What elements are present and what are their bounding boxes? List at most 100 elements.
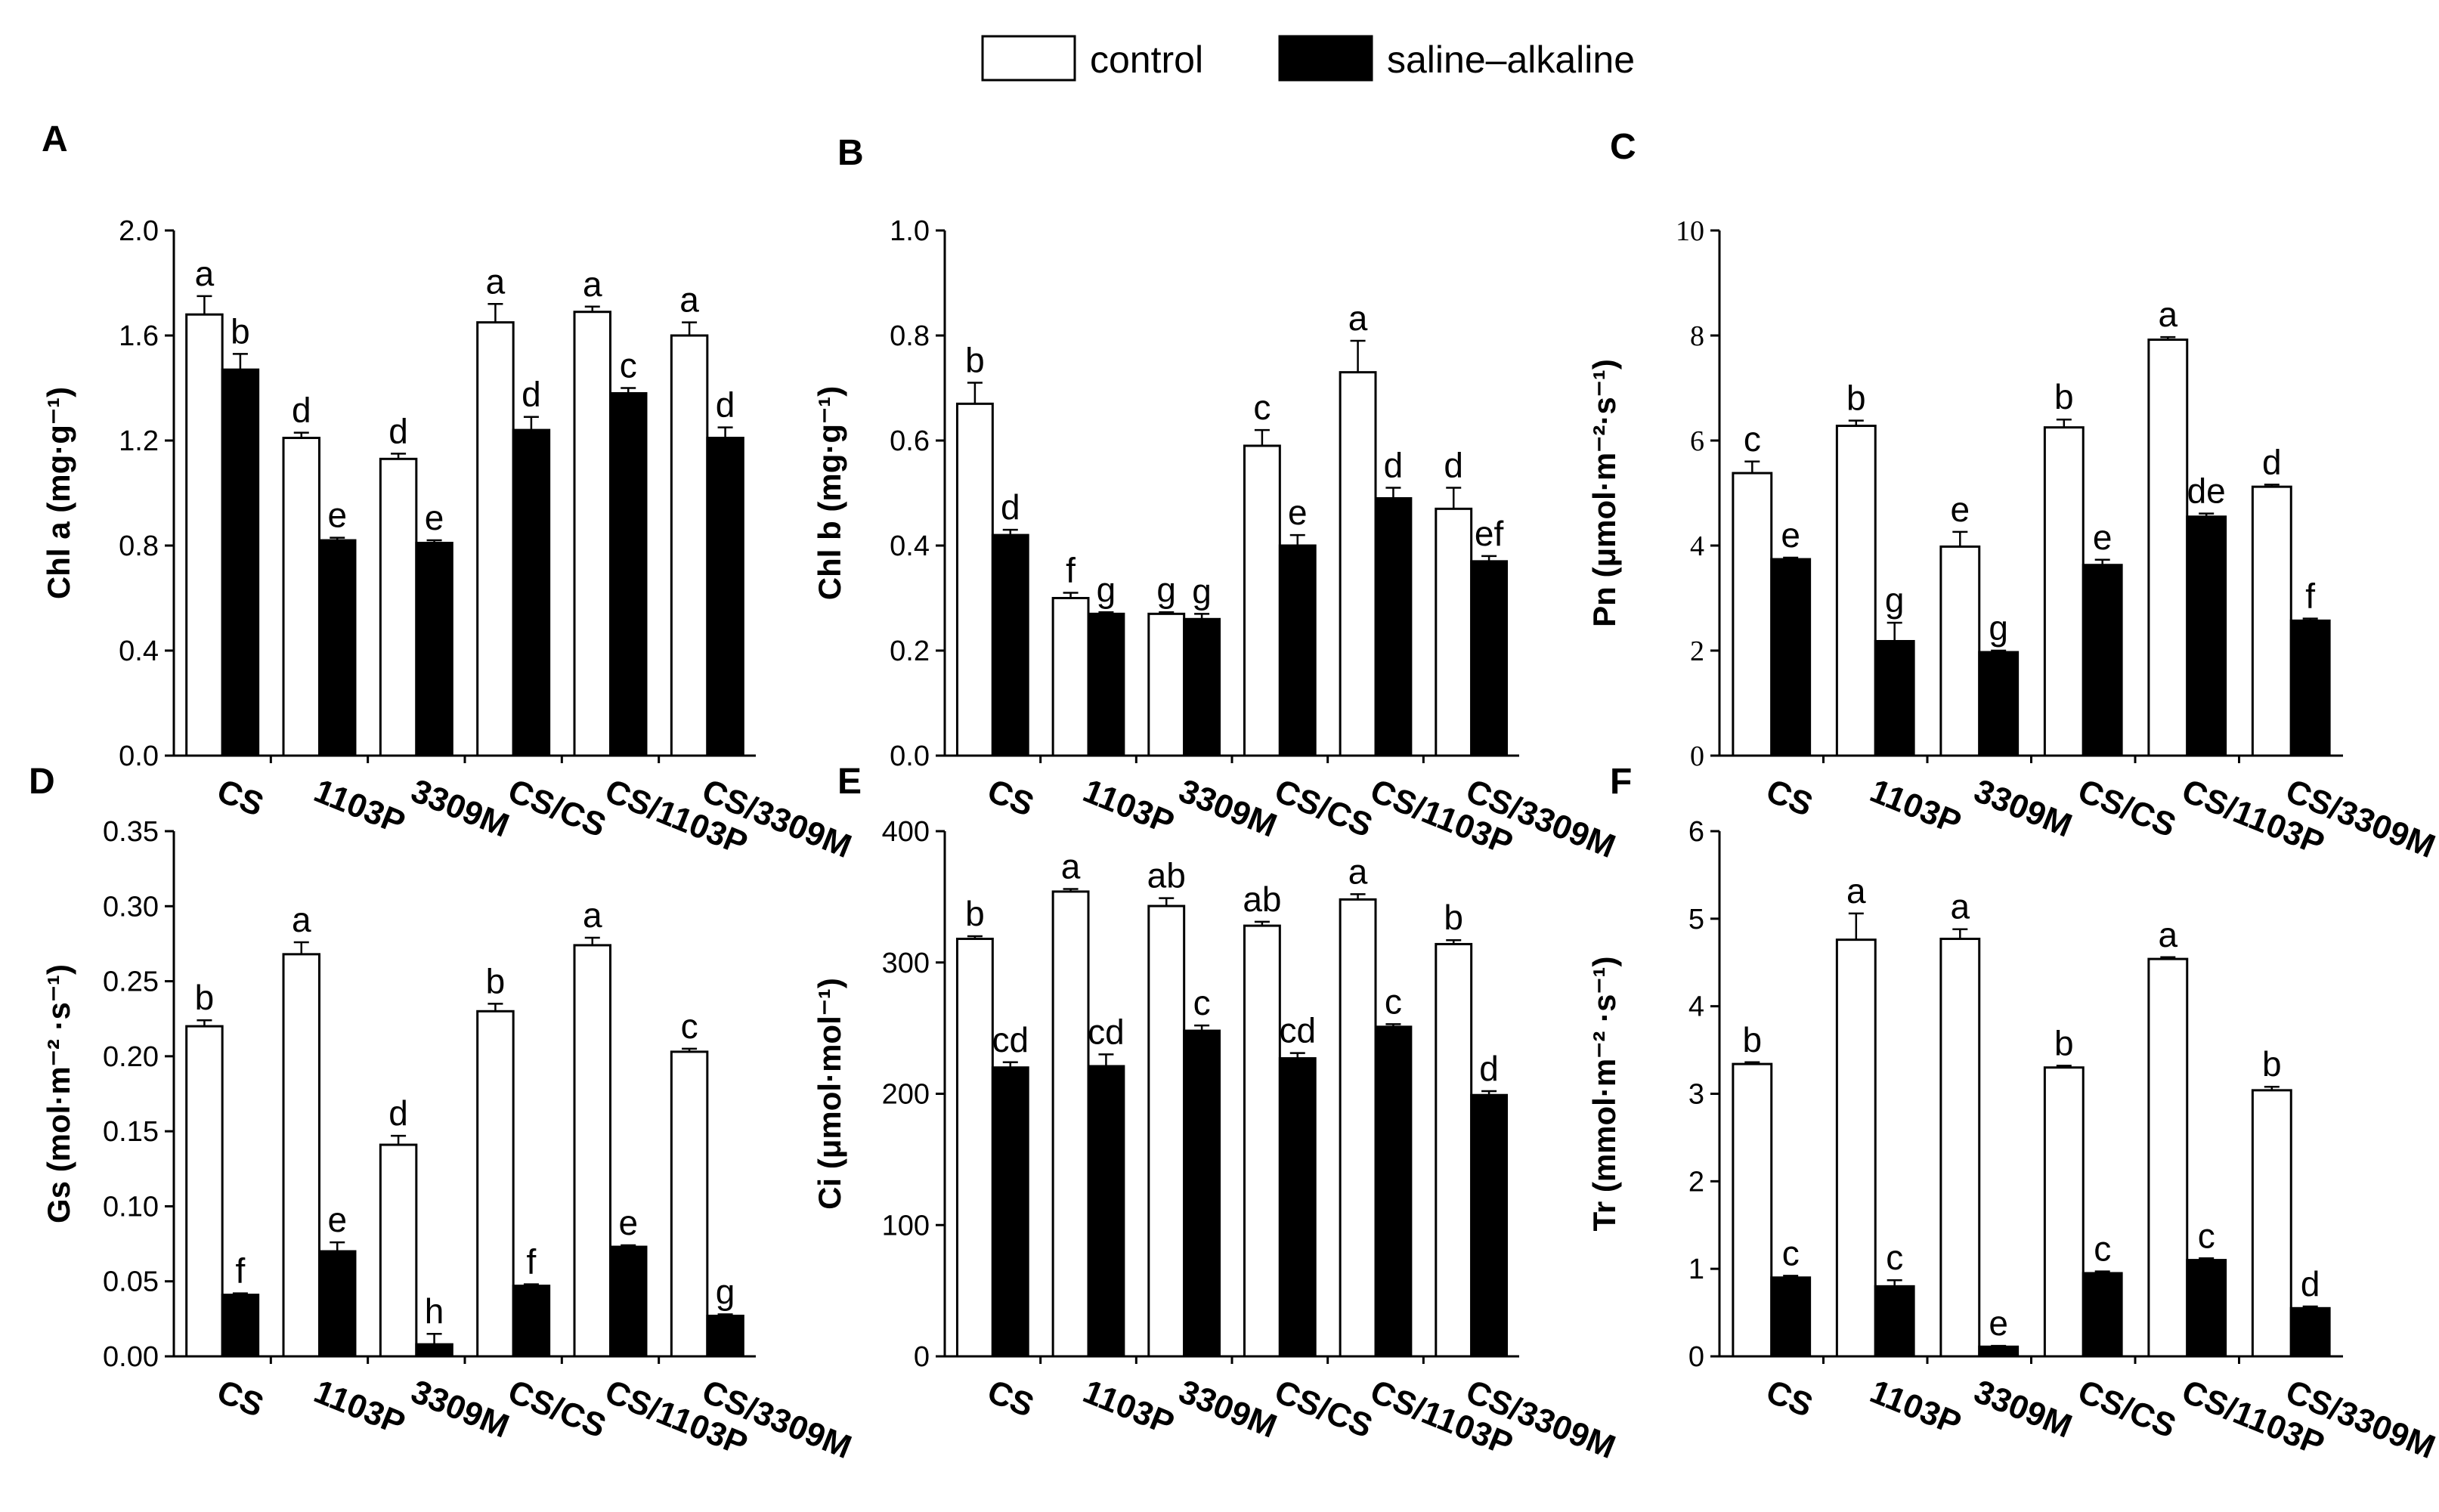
error-bar-A-0-2 — [391, 453, 407, 459]
x-tick-label-B-2: 3309M — [1174, 772, 1282, 845]
y-tick-label-F-5: 5 — [1688, 904, 1704, 935]
y-tick-label-C-4: 8 — [1690, 320, 1704, 352]
x-tick-label-D-0: CS — [212, 1373, 268, 1424]
bar-C-salinealkaline-2 — [1978, 651, 2020, 757]
error-bar-E-0-0 — [967, 935, 983, 939]
error-bar-F-0-4 — [2160, 956, 2176, 960]
sig-letter-E-0-1: a — [1061, 846, 1081, 886]
bar-A-control-2 — [379, 457, 418, 757]
error-bar-A-0-1 — [293, 431, 309, 438]
sig-letter-E-0-0: b — [965, 894, 985, 933]
bar-D-control-4 — [573, 944, 611, 1358]
y-tick-label-B-5: 1.0 — [890, 215, 930, 247]
sig-letter-C-0-2: e — [1951, 490, 1970, 529]
bar-D-control-2 — [379, 1143, 418, 1358]
axis-frame-D — [172, 831, 756, 1358]
bar-A-control-3 — [476, 321, 515, 757]
error-bar-F-0-2 — [1952, 928, 1968, 939]
panel-letter-B: B — [837, 133, 864, 173]
sig-letter-A-0-4: a — [583, 264, 602, 304]
legend-label-saline-alkaline: saline–alkaline — [1387, 39, 1635, 81]
sig-letter-B-1-5: ef — [1475, 514, 1504, 553]
bar-C-control-4 — [2147, 339, 2189, 757]
sig-letter-B-1-0: d — [1001, 487, 1020, 527]
sig-letter-A-1-0: b — [231, 311, 250, 351]
sig-letter-D-1-1: e — [327, 1200, 347, 1239]
error-bar-A-0-3 — [487, 303, 503, 323]
y-tick-label-E-2: 200 — [882, 1079, 930, 1111]
legend-label-control: control — [1090, 39, 1203, 81]
y-tick-label-E-4: 400 — [882, 816, 930, 848]
bar-F-salinealkaline-0 — [1770, 1276, 1812, 1358]
bar-C-salinealkaline-0 — [1770, 558, 1812, 757]
error-bar-C-1-5 — [2302, 617, 2318, 621]
y-tick-label-C-5: 10 — [1676, 215, 1704, 247]
error-bar-B-1-0 — [1002, 528, 1018, 536]
sig-letter-A-1-5: d — [716, 385, 735, 425]
y-tick-label-C-0: 0 — [1690, 741, 1704, 772]
x-tick-label-F-3: CS/CS — [2073, 1373, 2181, 1446]
axis-frame-B — [943, 230, 1519, 757]
panel-letter-C: C — [1610, 127, 1636, 167]
bar-B-salinealkaline-3 — [1278, 544, 1317, 757]
error-bar-A-0-4 — [584, 305, 600, 312]
error-bar-D-1-0 — [232, 1292, 248, 1295]
sig-letter-D-1-3: f — [527, 1242, 537, 1282]
y-tick-label-D-7: 0.35 — [103, 816, 159, 848]
bar-C-salinealkaline-3 — [2082, 564, 2123, 757]
error-bar-C-1-3 — [2094, 558, 2110, 565]
sig-letter-B-0-3: c — [1253, 388, 1271, 427]
x-tick-label-B-3: CS/CS — [1270, 772, 1378, 845]
error-bar-B-0-1 — [1063, 592, 1079, 598]
legend-swatch-saline-alkaline — [1278, 35, 1373, 82]
y-tick-label-D-0: 0.00 — [103, 1341, 159, 1373]
x-tick-label-D-2: 3309M — [406, 1373, 514, 1446]
error-bar-C-1-0 — [1783, 556, 1799, 560]
y-tick-label-C-3: 6 — [1690, 425, 1704, 457]
y-axis-title-A: Chl a (mg·g⁻¹) — [41, 387, 76, 599]
error-bar-D-1-2 — [426, 1332, 442, 1345]
error-bar-B-0-2 — [1159, 611, 1175, 614]
y-axis-title-B: Chl b (mg·g⁻¹) — [812, 386, 847, 600]
bar-F-control-0 — [1732, 1062, 1773, 1358]
error-bar-F-1-5 — [2302, 1305, 2318, 1309]
sig-letter-F-1-1: c — [1886, 1238, 1903, 1277]
x-tick-label-E-1: 1103P — [1078, 1373, 1179, 1442]
sig-letter-C-0-3: b — [2054, 377, 2074, 416]
sig-letter-A-1-4: c — [620, 346, 637, 385]
y-tick-label-D-4: 0.20 — [103, 1041, 159, 1073]
bar-B-control-1 — [1051, 597, 1090, 757]
bar-E-control-5 — [1435, 942, 1473, 1358]
sig-letter-E-1-2: c — [1193, 983, 1211, 1022]
bar-F-salinealkaline-3 — [2082, 1272, 2123, 1358]
y-tick-label-F-6: 6 — [1688, 816, 1704, 848]
bar-D-salinealkaline-5 — [706, 1314, 744, 1358]
error-bar-A-1-5 — [717, 426, 733, 438]
sig-letter-A-1-1: e — [327, 496, 347, 535]
error-bar-B-0-0 — [967, 382, 983, 404]
error-bar-D-0-4 — [584, 936, 600, 945]
axis-frame-E — [943, 831, 1519, 1358]
bar-A-control-5 — [670, 334, 709, 757]
x-tick-label-C-2: 3309M — [1969, 772, 2077, 845]
y-tick-label-A-5: 2.0 — [119, 215, 159, 247]
panel-B: B 0.0 0.2 0.4 0.6 0.8 1.0 Chl b (mg·g⁻¹) CS b d 110… — [812, 133, 1620, 865]
sig-letter-E-1-1: cd — [1088, 1012, 1125, 1051]
sig-letter-A-1-2: e — [425, 498, 444, 537]
sig-letter-D-1-2: h — [425, 1291, 444, 1331]
x-tick-label-D-3: CS/CS — [503, 1373, 611, 1446]
y-axis-title-F: Tr (mmol·m⁻² ·s⁻¹) — [1586, 957, 1622, 1232]
error-bar-B-1-3 — [1289, 533, 1305, 546]
x-tick-label-E-3: CS/CS — [1270, 1373, 1378, 1446]
error-bar-B-0-5 — [1446, 487, 1462, 509]
y-axis-title-D: Gs (mol·m⁻² ·s⁻¹) — [41, 964, 76, 1223]
bar-A-salinealkaline-5 — [706, 437, 744, 757]
bar-C-control-1 — [1835, 425, 1877, 757]
x-tick-label-D-1: 1103P — [309, 1373, 410, 1442]
sig-letter-E-1-3: cd — [1279, 1011, 1316, 1050]
error-bar-A-1-3 — [523, 416, 539, 431]
y-tick-label-D-5: 0.25 — [103, 966, 159, 998]
error-bar-C-0-1 — [1848, 419, 1864, 426]
bar-F-control-1 — [1835, 938, 1877, 1358]
error-bar-F-1-2 — [1991, 1344, 2007, 1347]
